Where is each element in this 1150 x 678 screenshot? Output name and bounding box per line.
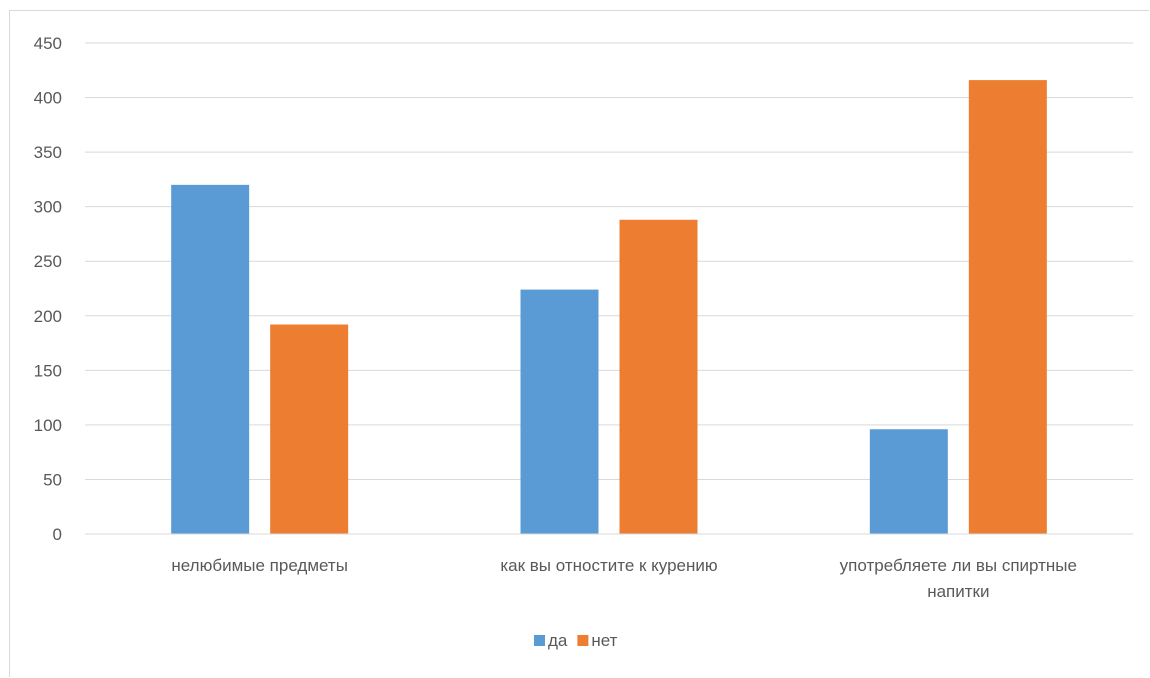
bar-да-1	[520, 289, 599, 534]
y-tick-label: 0	[53, 525, 62, 544]
y-tick-label: 150	[34, 361, 62, 380]
legend-swatch-да	[534, 635, 545, 646]
y-tick-label: 200	[34, 307, 62, 326]
bar-нет-0	[270, 324, 349, 534]
y-tick-label: 250	[34, 252, 62, 271]
y-tick-label: 450	[34, 34, 62, 53]
bar-нет-2	[968, 80, 1047, 534]
y-tick-label: 100	[34, 416, 62, 435]
x-category-label: как вы отностите к курению	[500, 556, 718, 575]
x-category-label: употребляете ли вы спиртные	[840, 556, 1077, 575]
y-tick-label: 300	[34, 198, 62, 217]
legend-label: да	[548, 631, 568, 650]
x-axis: нелюбимые предметы как вы отностите к кур…	[171, 556, 1077, 601]
y-tick-label: 350	[34, 143, 62, 162]
legend-label: нет	[591, 631, 617, 650]
bar-да-0	[171, 184, 250, 534]
x-category-label: нелюбимые предметы	[171, 556, 348, 575]
y-axis: 0 50 100 150 200 250 300 350 400 450	[34, 34, 1133, 544]
bar-нет-1	[619, 219, 698, 534]
legend-swatch-нет	[577, 635, 589, 646]
x-category-label: напитки	[927, 582, 989, 601]
bars	[171, 80, 1047, 534]
legend: да нет	[534, 631, 618, 650]
y-tick-label: 400	[34, 89, 62, 108]
bar-да-2	[869, 429, 948, 534]
y-tick-label: 50	[43, 470, 62, 489]
